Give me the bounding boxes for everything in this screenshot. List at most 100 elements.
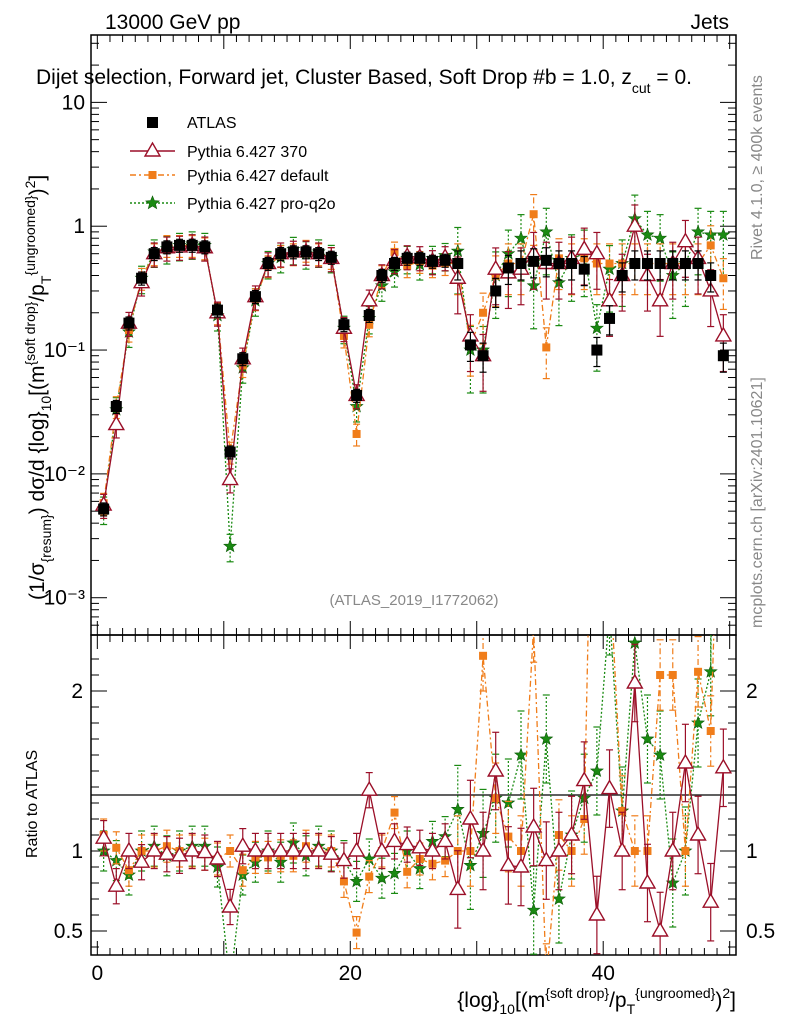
data-point	[539, 731, 554, 746]
data-point	[259, 841, 277, 857]
data-point	[606, 562, 614, 570]
y-tick-label-main: 10	[62, 91, 85, 114]
data-point	[352, 928, 361, 937]
data-point	[479, 308, 488, 317]
legend-proq2o-label: Pythia 6.427 pro-q2o	[187, 196, 336, 213]
data-point	[439, 254, 451, 266]
data-point	[365, 872, 374, 881]
data-point	[223, 538, 238, 553]
data-point	[640, 731, 655, 746]
y-tick-label-ratio-right: 0.5	[746, 920, 775, 943]
data-point	[360, 780, 378, 796]
data-point	[591, 344, 603, 356]
data-point	[502, 262, 514, 274]
data-point	[238, 866, 247, 875]
data-point	[667, 257, 679, 269]
data-point	[436, 831, 454, 848]
data-point	[347, 841, 366, 857]
data-point	[600, 779, 619, 795]
title-eq: = 1.0, z	[557, 66, 632, 89]
title-end: = 0.	[651, 66, 692, 89]
data-point	[401, 252, 413, 264]
data-point	[578, 263, 590, 275]
data-point	[513, 747, 529, 762]
data-point	[249, 291, 261, 303]
legend-370-marker	[143, 141, 162, 157]
data-point	[603, 605, 615, 617]
data-point	[124, 866, 133, 875]
data-point	[94, 828, 113, 844]
data-point	[403, 867, 412, 876]
y-axis-label-main: (1/σ{resum}) dσ/d {log}10[(m{soft drop}/…	[22, 175, 54, 600]
data-point	[161, 241, 173, 253]
y-tick-label-ratio: 1	[71, 840, 83, 863]
data-point	[589, 320, 604, 335]
data-point	[626, 216, 644, 232]
data-point	[450, 802, 465, 816]
data-point	[411, 838, 429, 854]
data-point	[199, 241, 211, 253]
data-point	[387, 866, 402, 880]
y-tick-label-ratio: 2	[71, 680, 83, 703]
data-point	[398, 835, 416, 851]
data-point	[158, 844, 176, 860]
data-point	[275, 248, 287, 260]
data-point	[526, 902, 541, 917]
series-pythia-370-ratio	[94, 643, 733, 955]
x-tick-label: 40	[592, 962, 615, 985]
data-point	[616, 269, 628, 281]
data-point	[360, 291, 378, 307]
data-point	[235, 867, 250, 882]
data-point	[537, 851, 556, 867]
data-point	[641, 257, 653, 269]
title-main: Dijet selection, Forward jet, Cluster Ba…	[36, 66, 557, 89]
data-point	[221, 897, 239, 913]
data-point	[322, 844, 341, 860]
data-point	[385, 831, 404, 848]
y-axis-label-ratio: Ratio to ATLAS	[24, 750, 41, 858]
data-point	[208, 849, 227, 865]
data-point	[246, 841, 265, 857]
analysis-tag: (ATLAS_2019_I1772062)	[329, 592, 498, 609]
x-tick-label: 0	[91, 962, 103, 985]
data-point	[638, 873, 657, 889]
y-label-sub: {resum}	[38, 514, 54, 563]
data-point	[602, 261, 617, 276]
data-point	[490, 285, 502, 297]
data-point	[664, 841, 682, 857]
data-point	[694, 667, 703, 676]
series-line	[102, 682, 725, 932]
legend-entry-370: Pythia 6.427 370	[130, 141, 307, 161]
data-point	[605, 259, 614, 268]
jets-label: Jets	[690, 11, 729, 34]
data-point	[120, 841, 138, 857]
rivet-label: Rivet 4.1.0, ≥ 400k events	[749, 75, 766, 260]
legend-entry-proq2o: Pythia 6.427 pro-q2o	[130, 195, 336, 213]
data-point	[374, 870, 389, 885]
data-point	[226, 847, 235, 855]
data-point	[271, 841, 290, 857]
legend-default-label: Pythia 6.427 default	[187, 168, 329, 185]
data-point	[123, 317, 135, 329]
data-point	[692, 257, 704, 269]
data-point	[575, 239, 593, 256]
data-point	[376, 269, 388, 281]
y-tick-label-main: 10⁻²	[44, 463, 85, 486]
data-point	[668, 671, 677, 679]
data-point	[390, 808, 399, 817]
data-point	[145, 841, 163, 857]
legend-atlas-label: ATLAS	[187, 115, 237, 132]
data-point	[338, 319, 350, 331]
data-point	[363, 310, 375, 322]
data-point	[512, 857, 530, 873]
data-point	[234, 836, 252, 852]
data-point	[461, 809, 480, 825]
y-tick-label-ratio-right: 1	[746, 840, 758, 863]
data-point	[640, 227, 655, 241]
series-atlas	[98, 238, 729, 517]
data-point	[486, 761, 505, 777]
data-point	[365, 320, 374, 329]
data-point	[513, 230, 529, 245]
data-point	[349, 874, 364, 888]
